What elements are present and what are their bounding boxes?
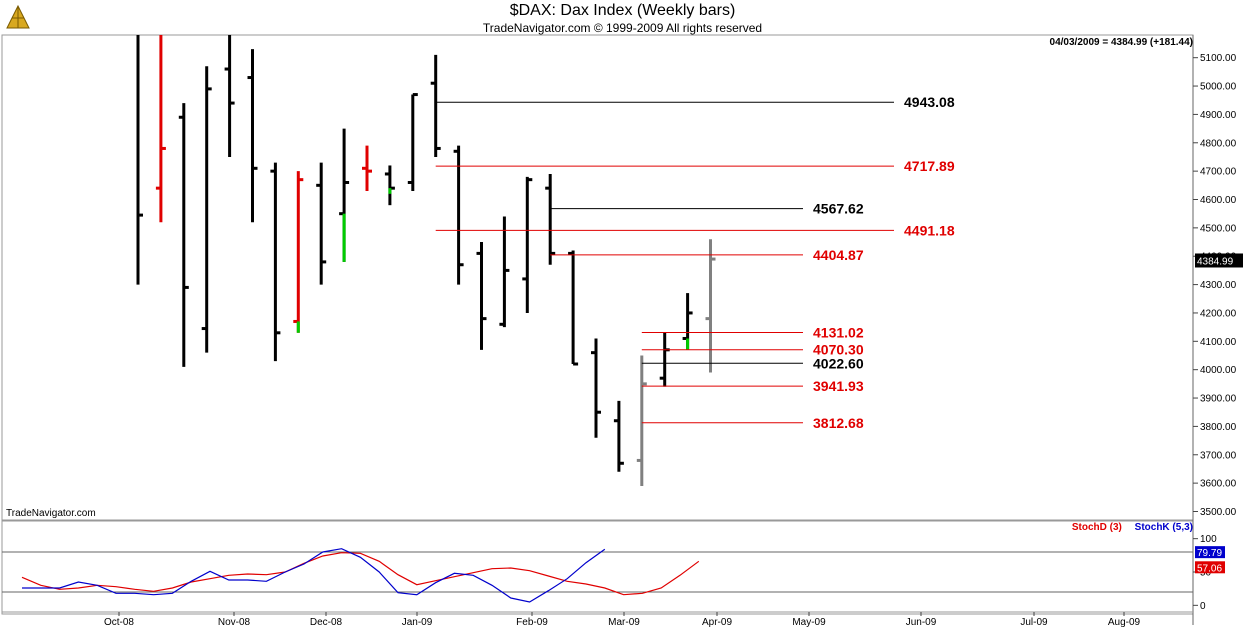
price-level-label: 3941.93 bbox=[813, 378, 864, 394]
chart-subtitle: TradeNavigator.com © 1999-2009 All right… bbox=[482, 21, 763, 35]
y-tick-label: 4100.00 bbox=[1200, 337, 1237, 348]
price-level-label: 4491.18 bbox=[904, 222, 955, 238]
price-level-label: 4022.60 bbox=[813, 355, 864, 371]
stochastic-legend: StochD (3) StochK (5,3) bbox=[1072, 522, 1193, 533]
legend-stochd: StochD (3) bbox=[1071, 522, 1122, 533]
price-level-label: 4717.89 bbox=[904, 158, 955, 174]
x-tick-label: Dec-08 bbox=[310, 617, 343, 628]
y-tick-label: 3700.00 bbox=[1200, 450, 1237, 461]
last-price-tag bbox=[1195, 253, 1243, 268]
last-quote-readout: 04/03/2009 = 4384.99 (+181.44) bbox=[1049, 37, 1193, 48]
price-level-label: 4943.08 bbox=[904, 94, 955, 110]
stoch-y-tick-label: 100 bbox=[1200, 534, 1217, 545]
y-tick-label: 3800.00 bbox=[1200, 422, 1237, 433]
legend-stochk: StochK (5,3) bbox=[1134, 522, 1193, 533]
y-tick-label: 5000.00 bbox=[1200, 82, 1237, 93]
price-bars bbox=[136, 35, 716, 486]
price-level-label: 4567.62 bbox=[813, 201, 864, 217]
x-tick-label: Aug-09 bbox=[1108, 617, 1141, 628]
y-tick-label: 4800.00 bbox=[1200, 138, 1237, 149]
last-price-tag-label: 4384.99 bbox=[1197, 256, 1234, 267]
y-tick-label: 4000.00 bbox=[1200, 365, 1237, 376]
price-level-label: 4404.87 bbox=[813, 247, 864, 263]
price-panel bbox=[1, 34, 1194, 521]
brand-watermark: TradeNavigator.com bbox=[6, 508, 96, 519]
stoch-last-value-label: 79.79 bbox=[1197, 548, 1222, 559]
chart-title: $DAX: Dax Index (Weekly bars) bbox=[509, 2, 736, 19]
stoch-y-tick-label: 0 bbox=[1200, 601, 1206, 612]
x-tick-label: May-09 bbox=[792, 617, 826, 628]
stochk-line bbox=[22, 548, 606, 603]
y-tick-label: 4700.00 bbox=[1200, 167, 1237, 178]
y-tick-label: 4500.00 bbox=[1200, 223, 1237, 234]
y-tick-label: 4300.00 bbox=[1200, 280, 1237, 291]
x-tick-label: Jun-09 bbox=[906, 617, 937, 628]
x-tick-label: Feb-09 bbox=[516, 617, 548, 628]
x-tick-label: Oct-08 bbox=[104, 617, 134, 628]
trade-navigator-logo-icon bbox=[4, 4, 32, 32]
y-tick-label: 4900.00 bbox=[1200, 110, 1237, 121]
stochd-line bbox=[21, 552, 700, 596]
x-tick-label: Nov-08 bbox=[218, 617, 251, 628]
stoch-last-value-tag bbox=[1195, 546, 1225, 559]
price-level-label: 4070.30 bbox=[813, 342, 864, 358]
price-level-label: 3812.68 bbox=[813, 415, 864, 431]
y-tick-label: 3600.00 bbox=[1200, 479, 1237, 490]
y-tick-label: 5100.00 bbox=[1200, 53, 1237, 64]
stoch-last-value-tag bbox=[1195, 561, 1225, 574]
y-tick-label: 4200.00 bbox=[1200, 308, 1237, 319]
y-tick-label: 3500.00 bbox=[1200, 507, 1237, 518]
stochastic-panel bbox=[1, 520, 1194, 615]
price-level-label: 4131.02 bbox=[813, 325, 864, 341]
x-tick-label: Mar-09 bbox=[608, 617, 640, 628]
x-tick-label: Jan-09 bbox=[402, 617, 433, 628]
x-tick-label: Jul-09 bbox=[1020, 617, 1048, 628]
x-tick-label: Apr-09 bbox=[702, 617, 732, 628]
y-tick-label: 3900.00 bbox=[1200, 394, 1237, 405]
stoch-last-value-label: 57.06 bbox=[1197, 563, 1222, 574]
y-tick-label: 4600.00 bbox=[1200, 195, 1237, 206]
